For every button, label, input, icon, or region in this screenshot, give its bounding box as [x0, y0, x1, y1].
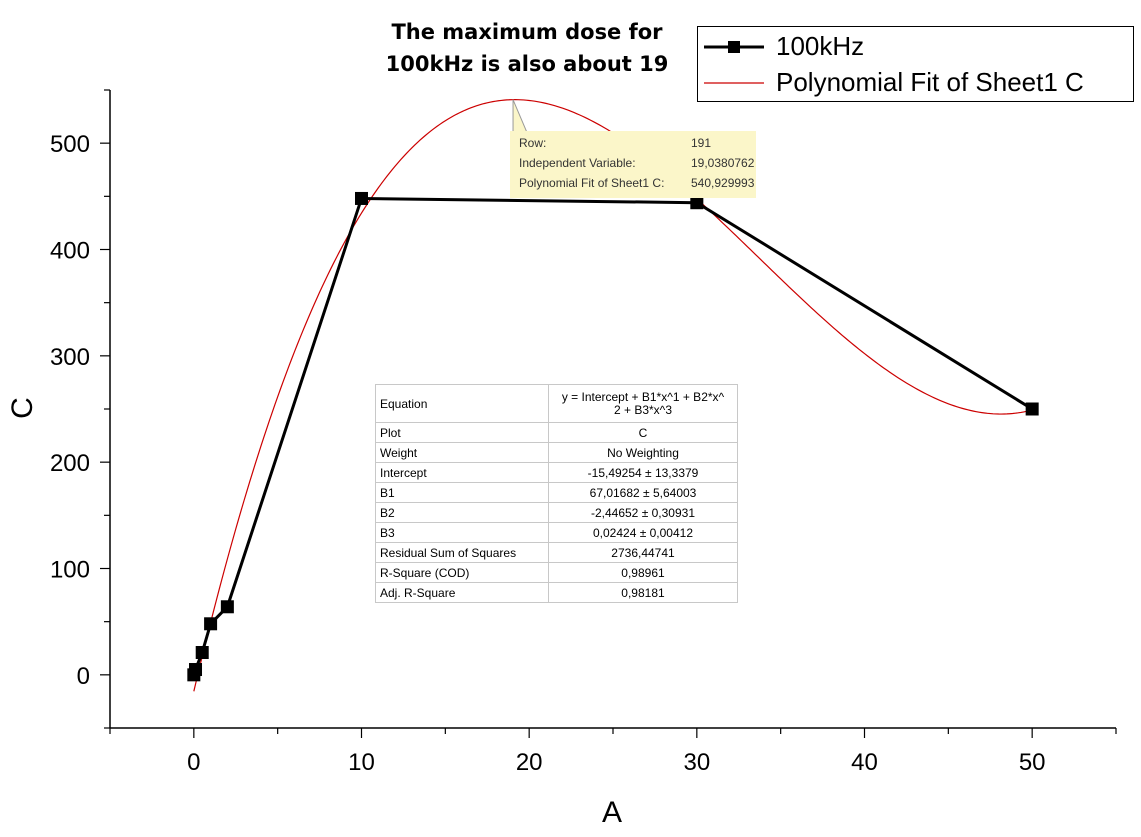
tooltip-value: 19,0380762	[691, 156, 755, 170]
table-key: B2	[375, 502, 549, 523]
table-row: Equation y = Intercept + B1*x^1 + B2*x^ …	[375, 384, 738, 423]
table-value: 67,01682 ± 5,64003	[548, 482, 738, 503]
tooltip-label: Independent Variable:	[519, 156, 636, 170]
equation-line-2: 2 + B3*x^3	[613, 402, 672, 417]
data-point	[195, 646, 209, 660]
y-tick-label: 300	[50, 344, 90, 371]
x-tick-label: 50	[1019, 749, 1046, 776]
data-point	[189, 663, 203, 677]
table-value: 0,98181	[548, 582, 738, 603]
y-tick-label: 100	[50, 557, 90, 584]
table-key: B3	[375, 522, 549, 543]
table-row: Residual Sum of Squares 2736,44741	[375, 542, 738, 563]
x-tick-label: 30	[683, 749, 710, 776]
x-axis-label: A	[602, 796, 622, 829]
table-row: Weight No Weighting	[375, 442, 738, 463]
y-tick-label: 200	[50, 450, 90, 477]
table-key: Intercept	[375, 462, 549, 483]
x-tick-label: 20	[516, 749, 543, 776]
data-point	[690, 196, 704, 210]
table-value: No Weighting	[548, 442, 738, 463]
table-key: Plot	[375, 422, 549, 443]
table-row: B2 -2,44652 ± 0,30931	[375, 502, 738, 523]
annotation-text: The maximum dose for 100kHz is also abou…	[382, 16, 672, 80]
y-tick-label: 400	[50, 238, 90, 265]
legend-swatch-100khz	[704, 41, 764, 53]
table-row: Plot C	[375, 422, 738, 443]
x-tick-label: 0	[187, 749, 200, 776]
legend[interactable]: 100kHz Polynomial Fit of Sheet1 C	[697, 26, 1134, 102]
annotation-line-2: 100kHz is also about 19	[385, 52, 669, 76]
table-row: Adj. R-Square 0,98181	[375, 582, 738, 603]
table-value: 2736,44741	[548, 542, 738, 563]
table-key: Equation	[375, 384, 549, 423]
table-key: B1	[375, 482, 549, 503]
data-point	[220, 600, 234, 614]
table-value: 0,98961	[548, 562, 738, 583]
table-row: B3 0,02424 ± 0,00412	[375, 522, 738, 543]
table-key: Adj. R-Square	[375, 582, 549, 603]
equation-line-1: y = Intercept + B1*x^1 + B2*x^	[561, 389, 725, 404]
annotation-line-1: The maximum dose for	[391, 20, 663, 44]
table-value: -15,49254 ± 13,3379	[548, 462, 738, 483]
x-tick-label: 40	[851, 749, 878, 776]
table-row: B1 67,01682 ± 5,64003	[375, 482, 738, 503]
y-axis-label: C	[6, 397, 39, 419]
table-value: C	[548, 422, 738, 443]
data-point	[204, 617, 218, 631]
table-key: R-Square (COD)	[375, 562, 549, 583]
y-tick-label: 500	[50, 131, 90, 158]
y-tick-label: 0	[77, 663, 90, 690]
tooltip-row: Row: 191	[519, 136, 748, 156]
legend-label-fit: Polynomial Fit of Sheet1 C	[776, 67, 1084, 97]
tooltip-row: Independent Variable: 19,0380762	[519, 156, 754, 176]
table-row: R-Square (COD) 0,98961	[375, 562, 738, 583]
table-value: -2,44652 ± 0,30931	[548, 502, 738, 523]
table-value: 0,02424 ± 0,00412	[548, 522, 738, 543]
markers-group	[187, 191, 1039, 682]
table-key: Residual Sum of Squares	[375, 542, 549, 563]
tooltip-value: 540,929993	[691, 176, 755, 190]
tooltip-row: Polynomial Fit of Sheet1 C: 540,929993	[519, 176, 754, 196]
table-key: Weight	[375, 442, 549, 463]
legend-item-fit[interactable]: Polynomial Fit of Sheet1 C	[698, 65, 1133, 101]
tooltip-value: 191	[691, 136, 712, 150]
x-tick-label: 10	[348, 749, 375, 776]
legend-label-100khz: 100kHz	[776, 31, 865, 61]
tooltip-label: Row:	[519, 136, 547, 150]
data-point	[1025, 402, 1039, 416]
tooltip-pointer	[512, 99, 528, 134]
legend-swatch-fit	[704, 82, 764, 84]
table-row: Intercept -15,49254 ± 13,3379	[375, 462, 738, 483]
data-point	[355, 191, 368, 205]
fit-results-table[interactable]: Equation y = Intercept + B1*x^1 + B2*x^ …	[375, 384, 738, 603]
tooltip-label: Polynomial Fit of Sheet1 C:	[519, 176, 665, 190]
equation-value: y = Intercept + B1*x^1 + B2*x^ 2 + B3*x^…	[548, 384, 738, 423]
data-tooltip: Row: 191 Independent Variable: 19,038076…	[510, 131, 756, 198]
legend-item-100khz[interactable]: 100kHz	[698, 29, 1133, 65]
tooltip-arrow	[512, 99, 528, 134]
